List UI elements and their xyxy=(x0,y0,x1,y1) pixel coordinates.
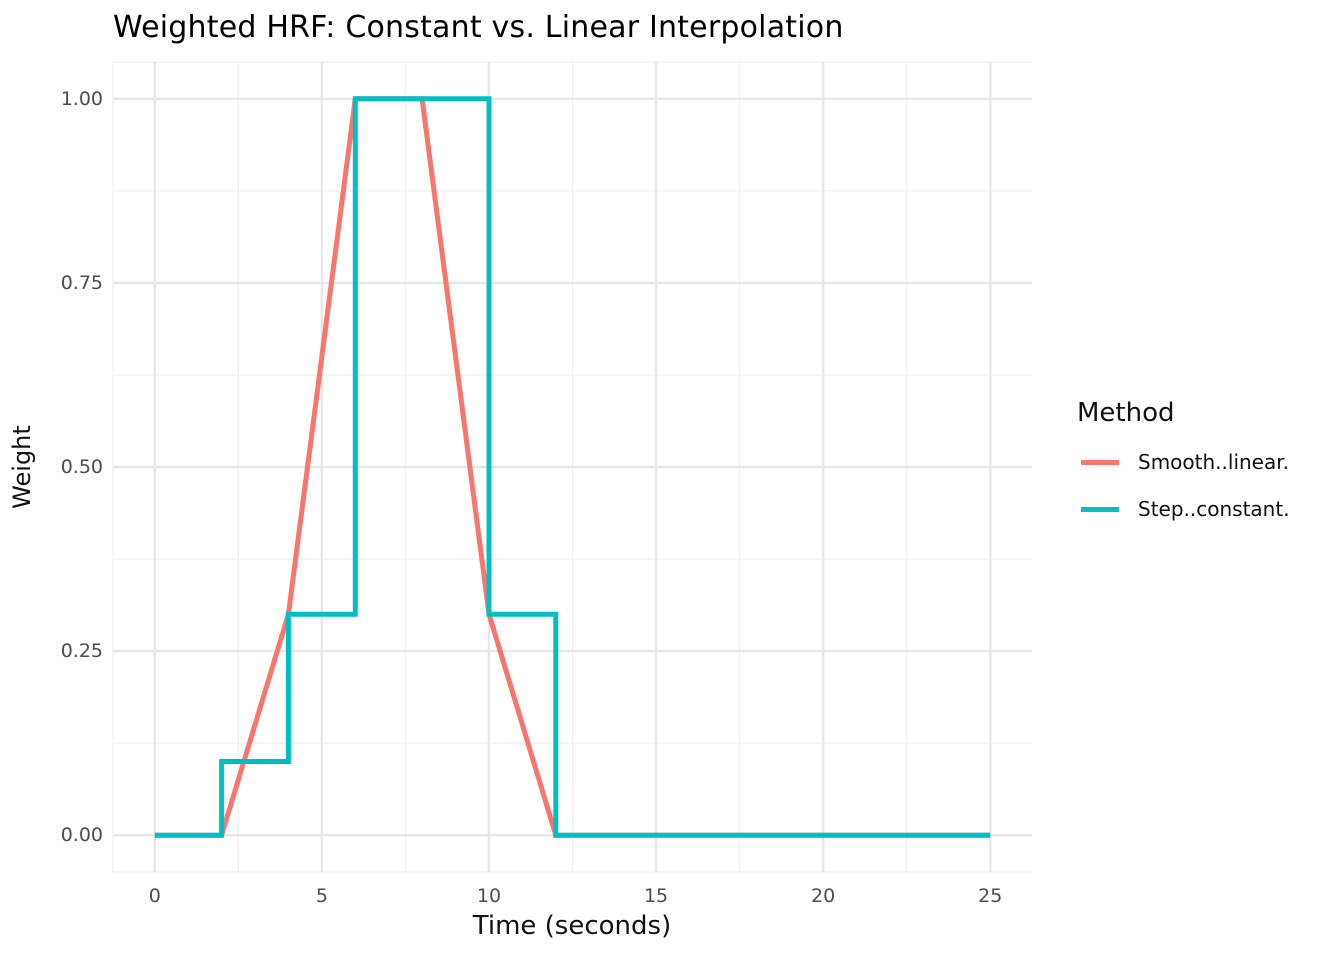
legend-label: Step..constant. xyxy=(1138,497,1290,521)
major-gridlines xyxy=(113,62,1032,872)
legend-label: Smooth..linear. xyxy=(1138,450,1289,474)
x-tick-label: 15 xyxy=(643,885,669,907)
legend-item: Smooth..linear. xyxy=(1077,446,1290,478)
x-axis-title: Time (seconds) xyxy=(472,911,672,941)
legend-line-swatch xyxy=(1081,459,1119,465)
series-line-step-constant xyxy=(154,96,991,838)
y-tick-label: 1.00 xyxy=(60,87,103,110)
legend-item: Step..constant. xyxy=(1077,493,1290,525)
y-tick-label: 0.00 xyxy=(60,824,103,847)
y-axis-title: Weight xyxy=(8,425,36,509)
y-tick-label: 0.25 xyxy=(60,640,103,663)
x-tick-label: 0 xyxy=(148,885,161,907)
y-tick-label: 0.50 xyxy=(60,456,103,478)
legend-title: Method xyxy=(1077,398,1175,428)
x-tick-label: 25 xyxy=(978,885,1003,907)
legend-line-swatch xyxy=(1081,506,1119,512)
legend: Method Smooth..linear. Step..constant. xyxy=(1077,398,1290,525)
x-tick-label: 10 xyxy=(476,885,502,907)
y-tick-label: 0.75 xyxy=(60,271,103,294)
x-tick-label: 20 xyxy=(811,885,836,907)
x-tick-label: 5 xyxy=(315,885,328,907)
chart-title: Weighted HRF: Constant vs. Linear Interp… xyxy=(113,10,844,45)
legend-items: Smooth..linear. Step..constant. xyxy=(1077,446,1290,525)
